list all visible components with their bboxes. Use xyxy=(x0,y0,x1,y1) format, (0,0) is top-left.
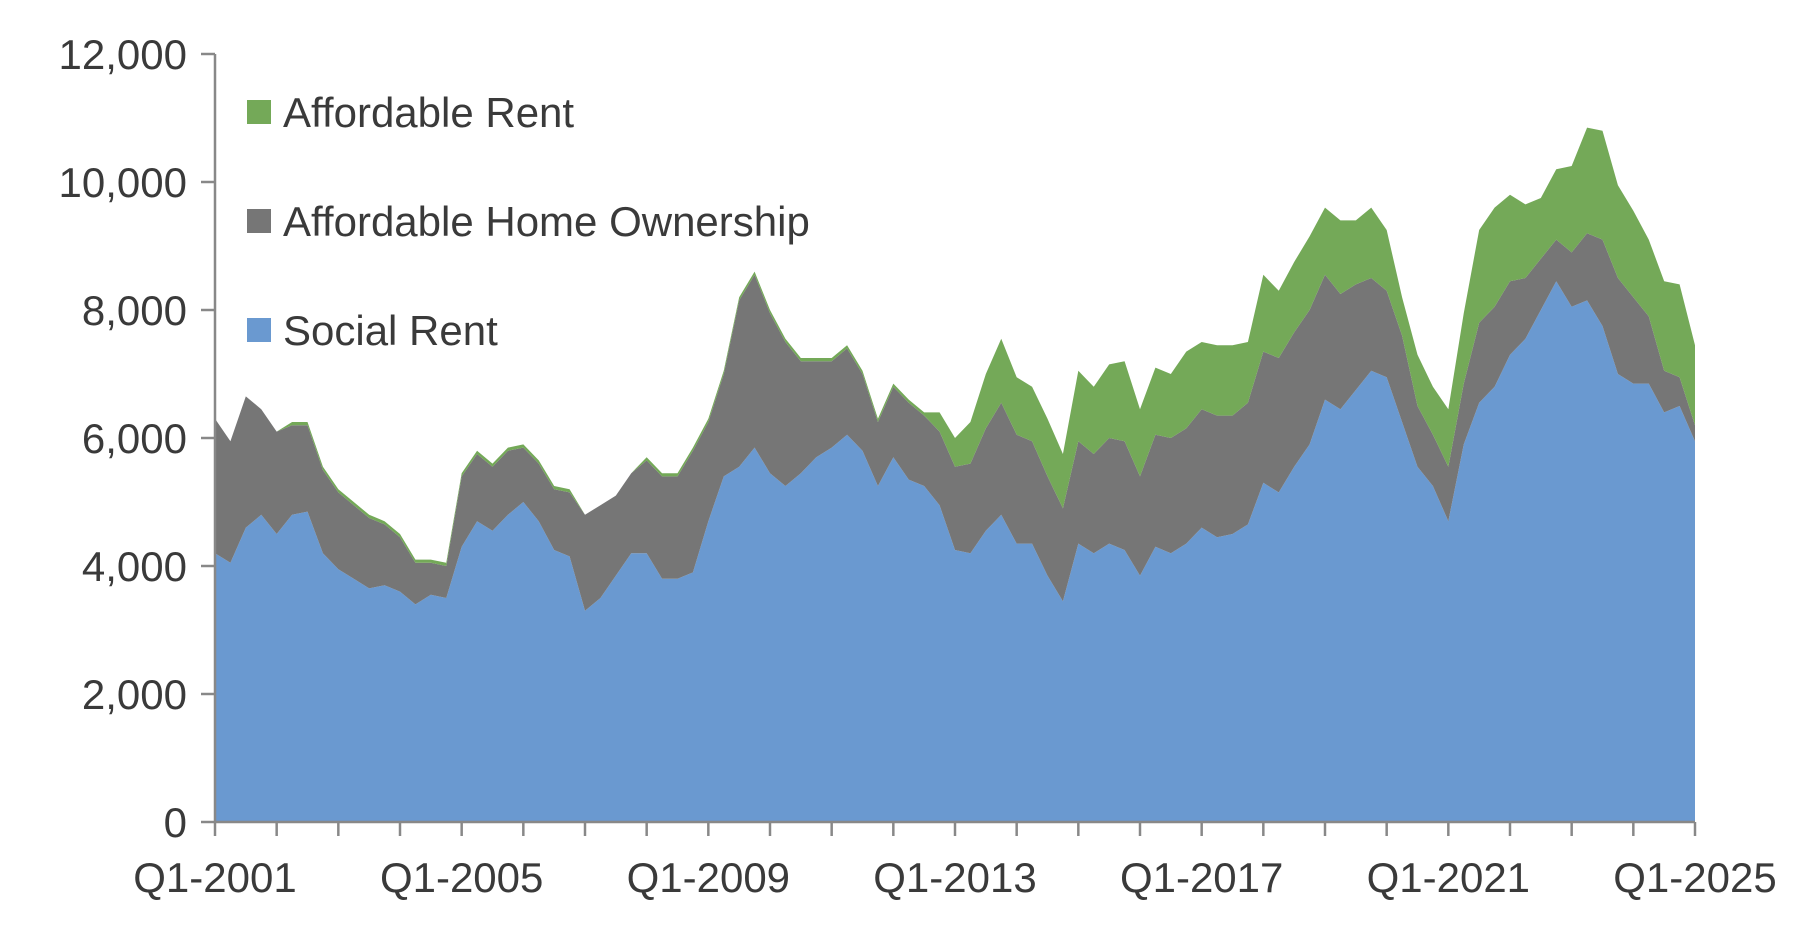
area-affordable-rent xyxy=(215,127,1695,566)
legend-swatch-affordable-home-ownership xyxy=(247,209,271,233)
chart-legend: Affordable Rent Affordable Home Ownership… xyxy=(247,89,810,354)
legend-swatch-affordable-rent xyxy=(247,100,271,124)
legend-swatch-social-rent xyxy=(247,318,271,342)
y-tick-label: 6,000 xyxy=(82,415,187,462)
y-tick-label: 8,000 xyxy=(82,287,187,334)
y-tick-label: 4,000 xyxy=(82,543,187,590)
x-tick-label: Q1-2025 xyxy=(1613,854,1776,901)
x-axis-ticks: Q1-2001 Q1-2005 Q1-2009 Q1-2013 Q1-2017 Q1-20… xyxy=(133,822,1777,901)
y-tick-label: 0 xyxy=(164,799,187,846)
x-tick-label: Q1-2017 xyxy=(1120,854,1283,901)
legend-label-affordable-rent: Affordable Rent xyxy=(283,89,574,136)
area-social-rent xyxy=(215,281,1695,822)
x-tick-label: Q1-2005 xyxy=(380,854,543,901)
x-tick-label: Q1-2001 xyxy=(133,854,296,901)
x-tick-label: Q1-2013 xyxy=(873,854,1036,901)
x-tick-label: Q1-2009 xyxy=(627,854,790,901)
area-affordable-home-ownership xyxy=(215,233,1695,611)
legend-label-affordable-home-ownership: Affordable Home Ownership xyxy=(283,198,810,245)
x-tick-label: Q1-2021 xyxy=(1367,854,1530,901)
y-axis-ticks: 0 2,000 4,000 6,000 8,000 10,000 12,000 xyxy=(59,31,215,846)
y-tick-label: 2,000 xyxy=(82,671,187,718)
legend-label-social-rent: Social Rent xyxy=(283,307,498,354)
y-tick-label: 12,000 xyxy=(59,31,187,78)
area-series-group xyxy=(215,127,1695,822)
y-tick-label: 10,000 xyxy=(59,159,187,206)
